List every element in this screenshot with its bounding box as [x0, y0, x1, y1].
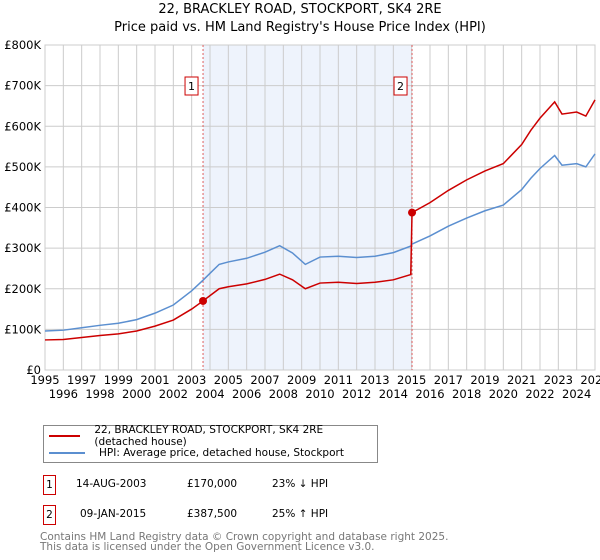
transaction-hpi-diff: 25% ↑ HPI	[272, 508, 329, 520]
x-tick-label: 2017	[434, 373, 463, 387]
transaction-number: 1	[43, 475, 56, 495]
x-tick-label: 2001	[140, 373, 169, 387]
transaction-date: 09-JAN-2015	[80, 508, 147, 520]
y-tick-label: £300K	[4, 241, 41, 255]
y-tick-label: £100K	[4, 322, 41, 336]
legend-label-hpi: HPI: Average price, detached house, Stoc…	[99, 447, 344, 459]
x-tick-label: 2018	[452, 387, 481, 401]
legend-item-property: 22, BRACKLEY ROAD, STOCKPORT, SK4 2RE (d…	[44, 424, 377, 448]
x-tick-label: 2005	[214, 373, 243, 387]
transaction-date: 14-AUG-2003	[76, 478, 147, 490]
x-tick-label: 2024	[562, 387, 591, 401]
transaction-row: 1 14-AUG-2003 £170,000 23% ↓ HPI	[43, 475, 443, 495]
x-tick-label: 2014	[379, 387, 408, 401]
x-tick-label: 1998	[85, 387, 114, 401]
hpi-line	[44, 153, 596, 332]
x-tick-label: 1996	[49, 387, 78, 401]
x-tick-label: 2007	[250, 373, 279, 387]
x-tick-label: 2006	[232, 387, 261, 401]
x-tick-label: 2012	[342, 387, 371, 401]
legend-label-property: 22, BRACKLEY ROAD, STOCKPORT, SK4 2RE (d…	[94, 424, 324, 448]
x-tick-label: 2003	[177, 373, 206, 387]
x-tick-label: 2022	[525, 387, 554, 401]
transaction-hpi-diff: 23% ↓ HPI	[272, 478, 329, 490]
x-tick-label: 1997	[67, 373, 96, 387]
chart-svg: 1995199619971998199920002001200220032004…	[4, 38, 600, 401]
sale-label-box	[393, 76, 408, 96]
legend-swatch-property	[49, 435, 81, 437]
x-tick-label: 2011	[324, 373, 353, 387]
footer-licence: This data is licensed under the Open Gov…	[40, 541, 375, 553]
y-tick-label: £800K	[4, 38, 41, 52]
x-tick-label: 2019	[470, 373, 499, 387]
sale-point	[408, 208, 417, 217]
legend-item-hpi: HPI: Average price, detached house, Stoc…	[44, 445, 344, 461]
x-tick-label: 2009	[287, 373, 316, 387]
x-tick-label: 2013	[360, 373, 389, 387]
x-tick-label: 1995	[30, 373, 59, 387]
sale-label-box	[184, 76, 199, 96]
x-tick-label: 2008	[269, 387, 298, 401]
y-tick-label: £400K	[4, 201, 41, 215]
y-tick-label: £500K	[4, 160, 41, 174]
transaction-row: 2 09-JAN-2015 £387,500 25% ↑ HPI	[43, 505, 443, 525]
x-tick-label: 2004	[195, 387, 224, 401]
x-tick-label: 2015	[397, 373, 426, 387]
x-tick-label: 2016	[415, 387, 444, 401]
x-tick-label: 2010	[305, 387, 334, 401]
x-tick-label: 2021	[507, 373, 536, 387]
y-tick-label: £600K	[4, 119, 41, 133]
sale-point	[199, 296, 208, 305]
plot-border	[44, 44, 596, 371]
y-tick-label: £700K	[4, 79, 41, 93]
footer-copyright: Contains HM Land Registry data © Crown c…	[40, 531, 449, 543]
legend: 22, BRACKLEY ROAD, STOCKPORT, SK4 2RE (d…	[43, 424, 378, 463]
transaction-price: £387,500	[187, 508, 238, 520]
x-tick-label: 2020	[489, 387, 518, 401]
x-tick-label: 2023	[544, 373, 573, 387]
sale-label: 2	[397, 80, 404, 93]
y-tick-label: £0	[26, 363, 41, 377]
y-tick-label: £200K	[4, 282, 41, 296]
property-price-line	[44, 99, 596, 341]
transaction-number: 2	[43, 505, 56, 525]
transaction-price: £170,000	[187, 478, 238, 490]
x-tick-label: 2025	[580, 373, 600, 387]
x-tick-label: 2000	[122, 387, 151, 401]
chart-title: 22, BRACKLEY ROAD, STOCKPORT, SK4 2RE	[158, 2, 442, 17]
legend-swatch-hpi	[49, 452, 85, 454]
x-tick-label: 2002	[159, 387, 188, 401]
x-tick-label: 1999	[104, 373, 133, 387]
sale-label: 1	[188, 80, 195, 93]
chart-subtitle: Price paid vs. HM Land Registry's House …	[114, 20, 486, 35]
